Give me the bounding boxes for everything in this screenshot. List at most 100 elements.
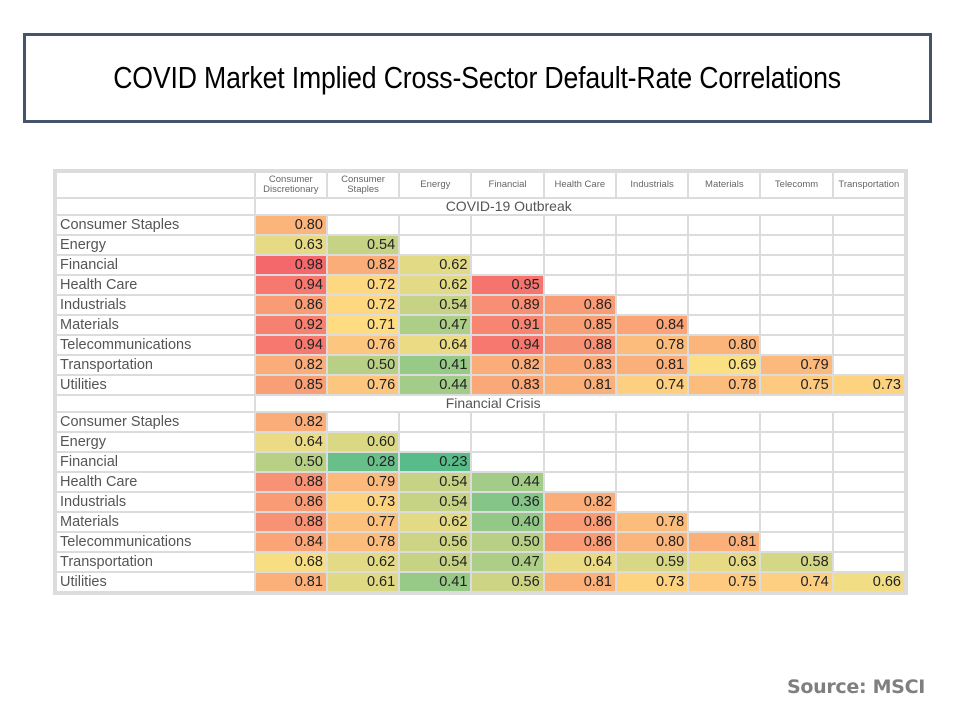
heatmap-cell: 0.56 xyxy=(398,531,473,553)
table-row: Health Care 0.94 0.72 0.62 0.95 xyxy=(55,274,907,296)
heatmap-cell: 0.56 xyxy=(470,571,545,593)
table-row: Telecommunications 0.84 0.78 0.56 0.50 0.86 0.… xyxy=(55,531,907,553)
heatmap-cell: 0.94 xyxy=(253,274,328,296)
empty-cell xyxy=(759,471,834,493)
heatmap-cell: 0.82 xyxy=(253,411,328,433)
heatmap-cell: 0.94 xyxy=(253,334,328,356)
empty-cell xyxy=(831,314,907,336)
empty-cell xyxy=(470,214,545,236)
slide-title: COVID Market Implied Cross-Sector Defaul… xyxy=(113,60,842,95)
heatmap-cell: 0.91 xyxy=(470,314,545,336)
heatmap-cell: 0.95 xyxy=(470,274,545,296)
empty-cell xyxy=(831,214,907,236)
heatmap-cell: 0.81 xyxy=(687,531,762,553)
empty-cell xyxy=(759,234,834,256)
heatmap-cell: 0.71 xyxy=(325,314,401,336)
heatmap-cell: 0.47 xyxy=(398,314,473,336)
table-row: Materials 0.88 0.77 0.62 0.40 0.86 0.78 xyxy=(55,511,907,533)
correlation-heatmap-table: Consumer Discretionary Consumer Staples Ener… xyxy=(53,169,908,595)
row-label: Telecommunications xyxy=(55,531,256,553)
empty-cell xyxy=(614,294,690,316)
title-banner: COVID Market Implied Cross-Sector Defaul… xyxy=(23,33,932,123)
empty-cell xyxy=(759,531,834,553)
empty-cell xyxy=(614,214,690,236)
table-row: Health Care 0.88 0.79 0.54 0.44 xyxy=(55,471,907,493)
empty-cell xyxy=(831,334,907,356)
empty-cell xyxy=(325,411,401,433)
column-header: Telecomm xyxy=(759,171,834,199)
column-header-text: Energy xyxy=(420,179,451,190)
section-header-row: COVID-19 Outbreak xyxy=(55,197,907,216)
empty-cell xyxy=(831,431,907,453)
heatmap-cell: 0.76 xyxy=(325,334,401,356)
heatmap-cell: 0.72 xyxy=(325,294,401,316)
heatmap-cell: 0.41 xyxy=(398,571,473,593)
row-label: Consumer Staples xyxy=(55,214,256,236)
column-header-text: Financial xyxy=(488,179,527,190)
empty-cell xyxy=(542,214,617,236)
heatmap-cell: 0.54 xyxy=(398,551,473,573)
heatmap-cell: 0.73 xyxy=(614,571,690,593)
table-row: Financial 0.98 0.82 0.62 xyxy=(55,254,907,276)
heatmap-cell: 0.74 xyxy=(759,571,834,593)
empty-cell xyxy=(759,214,834,236)
table-row: Utilities 0.81 0.61 0.41 0.56 0.81 0.73 0.75 0.7… xyxy=(55,571,907,593)
column-header: Energy xyxy=(398,171,473,199)
empty-cell xyxy=(542,431,617,453)
heatmap-cell: 0.41 xyxy=(398,354,473,376)
row-label: Transportation xyxy=(55,551,256,573)
heatmap-cell: 0.73 xyxy=(831,374,907,396)
heatmap-cell: 0.77 xyxy=(325,511,401,533)
heatmap-cell: 0.62 xyxy=(398,274,473,296)
heatmap-cell: 0.50 xyxy=(253,451,328,473)
column-header-text: Staples xyxy=(347,184,379,195)
heatmap-cell: 0.86 xyxy=(542,531,617,553)
heatmap-cell: 0.76 xyxy=(325,374,401,396)
table-row: Energy 0.63 0.54 xyxy=(55,234,907,256)
empty-cell xyxy=(759,491,834,513)
empty-cell xyxy=(687,234,762,256)
heatmap-cell: 0.98 xyxy=(253,254,328,276)
empty-cell xyxy=(470,234,545,256)
heatmap-cell: 0.50 xyxy=(470,531,545,553)
table-row: Consumer Staples 0.82 xyxy=(55,411,907,433)
heatmap-cell: 0.86 xyxy=(542,511,617,533)
empty-cell xyxy=(687,254,762,276)
empty-cell xyxy=(687,214,762,236)
column-header: Consumer Discretionary xyxy=(253,171,328,199)
row-label: Health Care xyxy=(55,471,256,493)
empty-cell xyxy=(759,254,834,276)
empty-cell xyxy=(831,274,907,296)
heatmap-cell: 0.62 xyxy=(398,511,473,533)
heatmap-cell: 0.88 xyxy=(542,334,617,356)
table-row: Transportation 0.82 0.50 0.41 0.82 0.83 0.81 0.… xyxy=(55,354,907,376)
empty-cell xyxy=(759,451,834,473)
column-header-row: Consumer Discretionary Consumer Staples Ener… xyxy=(55,171,907,199)
row-label: Health Care xyxy=(55,274,256,296)
empty-cell xyxy=(687,294,762,316)
empty-cell xyxy=(831,551,907,573)
column-header-text: Consumer xyxy=(341,174,385,185)
heatmap-cell: 0.36 xyxy=(470,491,545,513)
heatmap-cell: 0.83 xyxy=(470,374,545,396)
empty-cell xyxy=(687,411,762,433)
heatmap-cell: 0.61 xyxy=(325,571,401,593)
empty-cell xyxy=(398,431,473,453)
column-header-text: Consumer xyxy=(268,174,313,185)
empty-cell xyxy=(614,254,690,276)
row-label: Utilities xyxy=(55,374,256,396)
section-title: Financial Crisis xyxy=(253,394,907,413)
table-row: Industrials 0.86 0.73 0.54 0.36 0.82 xyxy=(55,491,907,513)
empty-cell xyxy=(614,471,690,493)
heatmap-cell: 0.81 xyxy=(253,571,328,593)
table-row: Materials 0.92 0.71 0.47 0.91 0.85 0.84 xyxy=(55,314,907,336)
column-header: Materials xyxy=(687,171,762,199)
heatmap-cell: 0.63 xyxy=(687,551,762,573)
empty-cell xyxy=(614,451,690,473)
heatmap-cell: 0.79 xyxy=(759,354,834,376)
empty-cell xyxy=(398,411,473,433)
heatmap-cell: 0.60 xyxy=(325,431,401,453)
column-header-text: Industrials xyxy=(630,179,674,190)
heatmap-cell: 0.62 xyxy=(325,551,401,573)
heatmap-cell: 0.80 xyxy=(614,531,690,553)
